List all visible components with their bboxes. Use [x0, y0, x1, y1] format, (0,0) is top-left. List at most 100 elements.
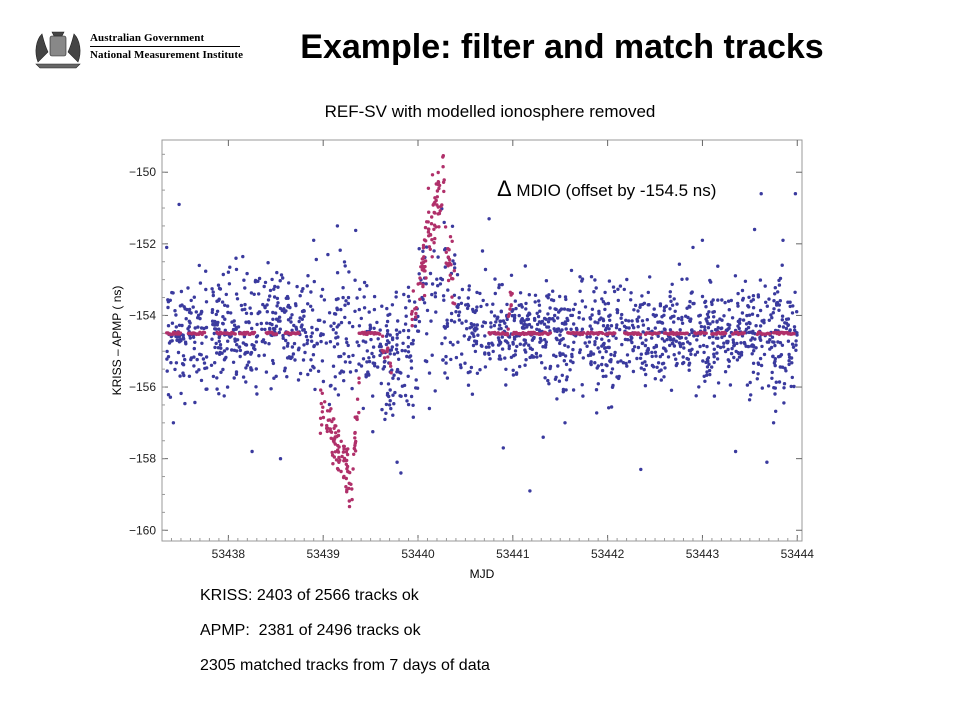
- disturbance-point: [345, 458, 349, 463]
- data-point: [173, 309, 177, 313]
- data-point: [564, 388, 568, 392]
- data-point: [790, 311, 795, 315]
- data-point: [513, 353, 517, 357]
- disturbance-point: [508, 307, 512, 311]
- data-point: [475, 290, 479, 295]
- data-point: [222, 349, 227, 353]
- offset-point: [601, 331, 605, 336]
- data-point: [417, 247, 421, 251]
- data-point: [415, 386, 420, 390]
- data-point: [513, 349, 518, 353]
- disturbance-point: [350, 487, 354, 491]
- data-point: [540, 361, 544, 365]
- data-point: [522, 338, 526, 342]
- data-point: [555, 327, 560, 331]
- data-point: [483, 334, 487, 338]
- data-point: [698, 321, 702, 325]
- disturbance-point: [386, 355, 390, 359]
- data-point: [709, 280, 713, 284]
- data-point: [453, 266, 457, 270]
- data-point: [669, 299, 673, 303]
- data-point: [225, 304, 230, 308]
- data-point: [770, 316, 774, 320]
- data-point: [610, 367, 615, 371]
- data-point: [296, 348, 301, 352]
- data-point: [504, 325, 509, 329]
- data-point: [438, 282, 443, 286]
- data-point: [456, 305, 460, 310]
- data-point: [743, 279, 748, 283]
- data-point: [466, 304, 471, 308]
- data-point: [572, 340, 576, 344]
- data-point: [222, 358, 227, 362]
- data-point: [272, 327, 276, 332]
- data-point: [197, 263, 201, 268]
- data-point: [189, 357, 193, 362]
- data-point: [436, 284, 440, 288]
- data-point: [517, 313, 521, 318]
- data-point: [215, 351, 219, 355]
- data-point: [646, 290, 650, 295]
- data-point: [616, 360, 620, 364]
- outlier-point: [335, 224, 340, 228]
- data-point: [309, 290, 313, 294]
- data-point: [460, 321, 464, 325]
- data-point: [380, 304, 384, 308]
- data-point: [187, 374, 192, 378]
- data-point: [507, 344, 511, 348]
- data-point: [762, 318, 766, 322]
- data-point: [471, 307, 475, 312]
- data-point: [265, 303, 269, 307]
- disturbance-point: [331, 439, 336, 443]
- data-point: [460, 287, 465, 292]
- data-point: [535, 311, 539, 315]
- data-point: [690, 347, 694, 351]
- data-point: [650, 363, 655, 368]
- data-point: [772, 299, 776, 303]
- data-point: [181, 363, 186, 367]
- data-point: [612, 353, 617, 358]
- data-point: [631, 348, 635, 352]
- data-point: [310, 331, 314, 335]
- disturbance-point: [439, 204, 443, 209]
- data-point: [230, 348, 234, 352]
- data-point: [675, 361, 679, 366]
- data-point: [273, 284, 277, 289]
- data-point: [210, 337, 214, 341]
- data-point: [769, 345, 774, 350]
- data-point: [282, 346, 286, 350]
- data-point: [487, 341, 491, 346]
- data-point: [603, 346, 607, 350]
- offset-point: [252, 330, 257, 335]
- data-point: [613, 350, 617, 355]
- data-point: [601, 342, 605, 347]
- data-point: [292, 323, 296, 328]
- outlier-point: [395, 460, 399, 464]
- data-point: [472, 334, 476, 339]
- disturbance-point: [430, 173, 435, 177]
- data-point: [730, 346, 734, 351]
- data-point: [466, 296, 470, 300]
- data-point: [409, 394, 414, 399]
- data-point: [665, 337, 669, 342]
- data-point: [278, 327, 282, 331]
- data-point: [560, 321, 565, 326]
- disturbance-point: [414, 311, 418, 316]
- data-point: [308, 368, 313, 372]
- outlier-point: [399, 471, 403, 475]
- data-point: [428, 271, 433, 276]
- disturbance-point: [442, 189, 446, 194]
- data-point: [491, 343, 495, 347]
- data-point: [290, 328, 294, 332]
- data-point: [395, 332, 399, 337]
- data-point: [397, 357, 401, 361]
- disturbance-point: [505, 333, 510, 337]
- data-point: [278, 279, 282, 283]
- data-point: [226, 310, 230, 315]
- data-point: [780, 343, 785, 347]
- data-point: [329, 324, 333, 328]
- data-point: [675, 302, 679, 306]
- data-point: [305, 284, 309, 288]
- data-point: [748, 380, 752, 385]
- data-point: [338, 248, 342, 252]
